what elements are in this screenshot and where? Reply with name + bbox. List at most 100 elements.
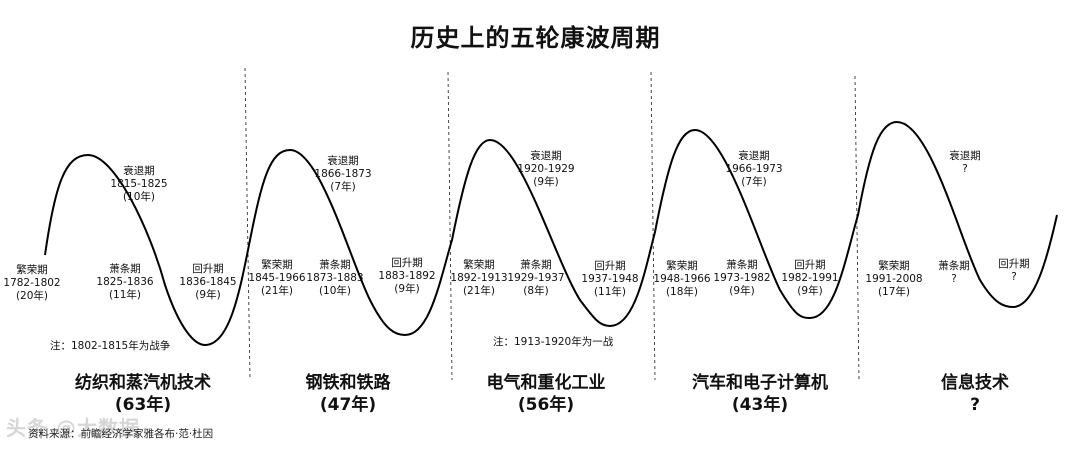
phase-label: 萧条期 1929-1937 (8年)	[507, 259, 564, 298]
phase-duration: (21年)	[462, 285, 496, 297]
phase-duration: (17年)	[877, 286, 911, 298]
phase-years: 1825-1836	[96, 276, 154, 288]
cycle-title: 电气和重化工业 (56年)	[441, 372, 651, 416]
phase-label: 回升期 1883-1892 (9年)	[378, 257, 435, 296]
phase-label: 繁荣期 1845-1966 (21年)	[248, 259, 305, 298]
cycle-divider	[244, 67, 251, 381]
cycle-length: (63年)	[114, 395, 172, 415]
phase-label: 萧条期 1873-1883 (10年)	[306, 259, 363, 298]
phase-label: 繁荣期 1991-2008 (17年)	[865, 260, 922, 299]
phase-years: 1836-1845	[179, 276, 237, 288]
watermark: 头条 @大数据	[6, 416, 140, 440]
phase-duration: (7年)	[741, 176, 767, 188]
phase-name: 萧条期	[109, 263, 141, 275]
phase-duration: (7年)	[330, 181, 356, 193]
phase-label: 衰退期 1815-1825 (10年)	[110, 165, 167, 204]
cycle-divider	[854, 75, 860, 381]
phase-years: 1966-1973	[725, 163, 783, 175]
phase-name: 回升期	[594, 260, 626, 272]
phase-name: 衰退期	[327, 155, 359, 167]
cycle-divider	[650, 71, 656, 381]
phase-years: ?	[951, 273, 957, 285]
phase-name: 衰退期	[530, 150, 562, 162]
phase-name: 萧条期	[520, 259, 552, 271]
phase-label: 衰退期 ?	[949, 150, 981, 176]
phase-name: 繁荣期	[261, 259, 293, 271]
phase-label: 衰退期 1966-1973 (7年)	[725, 150, 782, 189]
phase-years: 1929-1937	[507, 272, 565, 284]
phase-label: 萧条期 1825-1836 (11年)	[96, 263, 153, 302]
phase-duration: (9年)	[533, 176, 559, 188]
phase-duration: (21年)	[260, 285, 294, 297]
phase-name: 回升期	[192, 263, 224, 275]
phase-duration: (8年)	[523, 285, 549, 297]
phase-years: 1937-1948	[581, 273, 639, 285]
phase-label: 回升期 1937-1948 (11年)	[581, 260, 638, 299]
phase-duration: (18年)	[665, 286, 699, 298]
phase-name: 萧条期	[726, 259, 758, 271]
phase-name: 衰退期	[123, 165, 155, 177]
phase-years: 1873-1883	[306, 272, 364, 284]
wave-curve	[44, 120, 1058, 347]
phase-name: 繁荣期	[666, 260, 698, 272]
cycle-length: ?	[970, 395, 980, 415]
cycle-name: 电气和重化工业	[486, 373, 606, 393]
cycle-length: (56年)	[517, 395, 575, 415]
phase-label: 萧条期 1973-1982 (9年)	[713, 259, 770, 298]
war-note: 注：1913-1920年为一战	[493, 336, 614, 348]
phase-name: 萧条期	[938, 260, 970, 272]
phase-years: 1845-1966	[248, 272, 306, 284]
phase-label: 回升期 ?	[998, 258, 1030, 284]
phase-label: 回升期 1982-1991 (9年)	[781, 259, 838, 298]
phase-name: 繁荣期	[463, 259, 495, 271]
phase-label: 繁荣期 1782-1802 (20年)	[3, 264, 60, 303]
phase-name: 回升期	[391, 257, 423, 269]
phase-label: 萧条期 ?	[938, 260, 970, 286]
phase-name: 衰退期	[738, 150, 770, 162]
cycle-title: 纺织和蒸汽机技术 (63年)	[38, 372, 248, 416]
phase-duration: (11年)	[108, 289, 142, 301]
phase-years: 1892-1913	[450, 272, 508, 284]
cycle-name: 信息技术	[941, 373, 1009, 393]
phase-name: 萧条期	[319, 259, 351, 271]
phase-duration: (9年)	[394, 283, 420, 295]
phase-duration: (10年)	[122, 191, 156, 203]
cycle-name: 汽车和电子计算机	[692, 373, 828, 393]
phase-label: 回升期 1836-1845 (9年)	[179, 263, 236, 302]
phase-duration: (9年)	[729, 285, 755, 297]
phase-duration: (9年)	[797, 285, 823, 297]
cycle-length: (43年)	[731, 395, 789, 415]
phase-duration: (9年)	[195, 289, 221, 301]
phase-duration: (11年)	[593, 286, 627, 298]
phase-years: ?	[1011, 271, 1017, 283]
phase-duration: (10年)	[318, 285, 352, 297]
cycle-title: 汽车和电子计算机 (43年)	[655, 372, 865, 416]
phase-name: 衰退期	[949, 150, 981, 162]
cycle-name: 纺织和蒸汽机技术	[75, 373, 211, 393]
phase-years: 1866-1873	[314, 168, 372, 180]
page-title: 历史上的五轮康波周期	[410, 24, 661, 52]
phase-years: ?	[962, 163, 968, 175]
phase-years: 1883-1892	[378, 270, 436, 282]
cycle-length: (47年)	[319, 395, 377, 415]
phase-name: 繁荣期	[16, 264, 48, 276]
cycle-divider	[447, 71, 453, 381]
cycle-title: 钢铁和铁路 (47年)	[243, 372, 453, 416]
phase-years: 1815-1825	[110, 178, 168, 190]
phase-years: 1973-1982	[713, 272, 771, 284]
phase-years: 1948-1966	[653, 273, 711, 285]
phase-name: 回升期	[794, 259, 826, 271]
phase-name: 繁荣期	[878, 260, 910, 272]
phase-label: 繁荣期 1948-1966 (18年)	[653, 260, 710, 299]
phase-label: 衰退期 1920-1929 (9年)	[517, 150, 574, 189]
phase-label: 衰退期 1866-1873 (7年)	[314, 155, 371, 194]
phase-years: 1920-1929	[517, 163, 575, 175]
cycle-title: 信息技术 ?	[870, 372, 1071, 416]
phase-label: 繁荣期 1892-1913 (21年)	[450, 259, 507, 298]
phase-years: 1991-2008	[865, 273, 923, 285]
war-note: 注：1802-1815年为战争	[50, 340, 171, 352]
phase-duration: (20年)	[15, 290, 49, 302]
phase-name: 回升期	[998, 258, 1030, 270]
source-note: 资料来源：前瞻经济学家雅各布·范·杜因	[28, 428, 214, 440]
